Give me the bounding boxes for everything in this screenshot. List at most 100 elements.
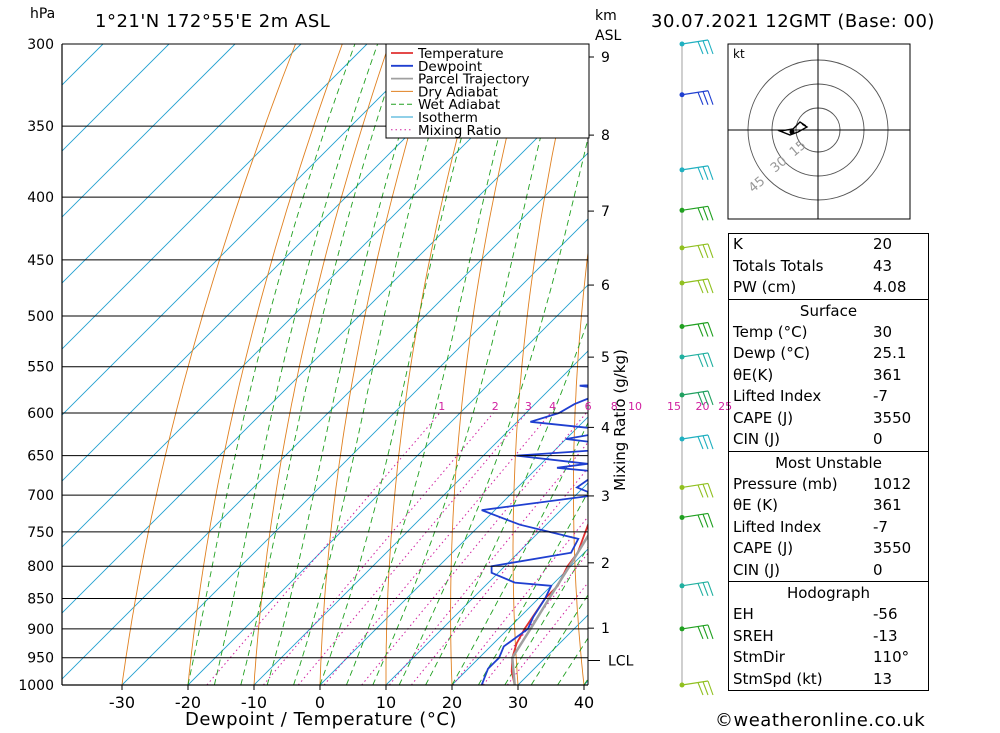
isotherm-line	[62, 44, 500, 482]
wind-barb-flag	[697, 484, 704, 498]
pressure-tick-label: 950	[27, 651, 54, 667]
index-value: -13	[873, 626, 898, 645]
hodograph-storm-marker	[789, 129, 795, 135]
height-unit-label: km ASL	[595, 6, 621, 46]
mixing-ratio-label: 1	[438, 400, 445, 413]
wind-barb-shaft	[681, 482, 709, 489]
km-tick-label: 3	[601, 489, 610, 505]
index-value: 0	[873, 430, 883, 448]
isotherm-line	[62, 44, 302, 284]
wind-barb-shaft	[681, 205, 709, 211]
dry-adiabat-line	[949, 44, 1000, 685]
km-tick-label: 2	[601, 556, 610, 572]
isotherm-line	[319, 416, 588, 685]
pressure-unit-label: hPa	[30, 6, 56, 22]
wind-barb-flag	[707, 581, 714, 596]
isotherm-line	[62, 152, 588, 680]
isotherm-line	[62, 44, 434, 416]
isotherm-line	[385, 482, 588, 685]
index-row: Lifted Index -7	[729, 517, 928, 539]
index-key: StmDir	[733, 648, 785, 666]
legend-box	[385, 43, 590, 139]
wind-barb-flag	[697, 92, 704, 105]
index-value: 3550	[873, 539, 912, 557]
pressure-tick-label: 300	[27, 37, 54, 53]
wind-barb-flag	[707, 390, 714, 406]
wind-barb-flag	[702, 323, 709, 337]
series-temperature	[510, 522, 588, 685]
index-key: Dewp (°C)	[733, 344, 811, 362]
isotherm-line	[253, 350, 588, 685]
wind-barb-flag	[702, 484, 709, 498]
legend-entry: Mixing Ratio	[418, 123, 501, 139]
index-row: CIN (J) 0	[729, 429, 928, 451]
wind-barb-flag	[702, 582, 709, 596]
mixing-ratio-label: 6	[585, 400, 592, 413]
surface-rows: Temp (°C) 30 Dewp (°C) 25.1 θE(K) 361 Lifte…	[729, 322, 928, 451]
wind-barb-flag	[707, 278, 714, 294]
wind-barb-flag	[697, 682, 704, 696]
dry-adiabat-line	[187, 44, 343, 685]
index-row: Dewp (°C) 25.1	[729, 343, 928, 365]
legend-entry: Wet Adiabat	[418, 97, 500, 113]
pressure-tick-label: 750	[27, 525, 54, 541]
index-key: CAPE (J)	[733, 408, 794, 427]
index-row: Totals Totals 43	[729, 256, 928, 278]
x-tick-label: 30	[508, 693, 528, 712]
wind-barb-flag	[697, 514, 704, 528]
wind-barb-flag	[707, 352, 714, 368]
x-tick-label: -20	[175, 693, 201, 712]
wind-barb-shaft	[681, 624, 709, 630]
wind-barb-flag	[707, 90, 714, 105]
wind-barb-flag	[702, 625, 709, 640]
mixing-ratio-axis-label: Mixing Ratio (g/kg)	[611, 349, 629, 491]
wind-barb-flag	[702, 40, 709, 55]
dry-adiabat-line	[385, 44, 484, 685]
isotherm-line	[62, 44, 170, 152]
wind-barb-flag	[702, 244, 709, 259]
index-value: 110°	[873, 648, 910, 666]
dry-adiabat-line	[632, 44, 670, 685]
dry-adiabat-line	[512, 44, 577, 685]
km-tick-label: 1	[601, 621, 610, 637]
wet-adiabat-line	[266, 44, 429, 685]
index-row: EH -56	[729, 604, 928, 626]
legend-entry: Dewpoint	[418, 59, 482, 75]
wind-barb-flag	[707, 680, 714, 696]
index-key: StmSpd (kt)	[733, 669, 823, 688]
wet-adiabat-line	[319, 44, 489, 685]
index-value: 13	[873, 669, 893, 688]
wet-adiabat-line	[451, 421, 588, 685]
wet-adiabat-line	[398, 136, 588, 685]
wind-barb-flag	[702, 279, 709, 294]
isotherm-line	[121, 218, 588, 685]
wind-barb-flag	[702, 391, 709, 406]
credit-text: ©weatheronline.co.uk	[715, 710, 926, 731]
km-tick-label: 5	[601, 350, 610, 366]
asl-label: ASL	[595, 28, 622, 44]
km-tick-label: 8	[601, 128, 610, 144]
wind-barb-flag	[697, 245, 704, 259]
x-tick-label: 20	[442, 693, 462, 712]
location-header: 1°21'N 172°55'E 2m ASL	[95, 11, 331, 32]
indices-table: K 20 Totals Totals 43 PW (cm) 4.08 Surface …	[728, 233, 929, 691]
wind-barb-shaft	[681, 352, 709, 358]
dry-adiabat-line	[450, 44, 530, 685]
index-value: 361	[873, 365, 902, 384]
wind-barb-flag	[707, 206, 714, 221]
wind-barb-flag	[702, 514, 709, 528]
mixing-ratio-label: 15	[667, 400, 681, 413]
wind-barb-flag	[702, 91, 709, 105]
wind-barb-shaft	[681, 434, 709, 440]
km-tick-label: 9	[601, 50, 610, 66]
index-row: Lifted Index -7	[729, 386, 928, 408]
wind-barb-flag	[702, 435, 709, 450]
index-key: Temp (°C)	[733, 322, 808, 341]
index-row: K 20	[729, 234, 928, 256]
wind-barb-flag	[702, 681, 709, 696]
hodograph-title: Hodograph	[729, 581, 928, 604]
index-key: Totals Totals	[733, 256, 824, 275]
index-key: PW (cm)	[733, 278, 797, 296]
index-row: CAPE (J) 3550	[729, 538, 928, 560]
x-tick-label: 10	[376, 693, 396, 712]
